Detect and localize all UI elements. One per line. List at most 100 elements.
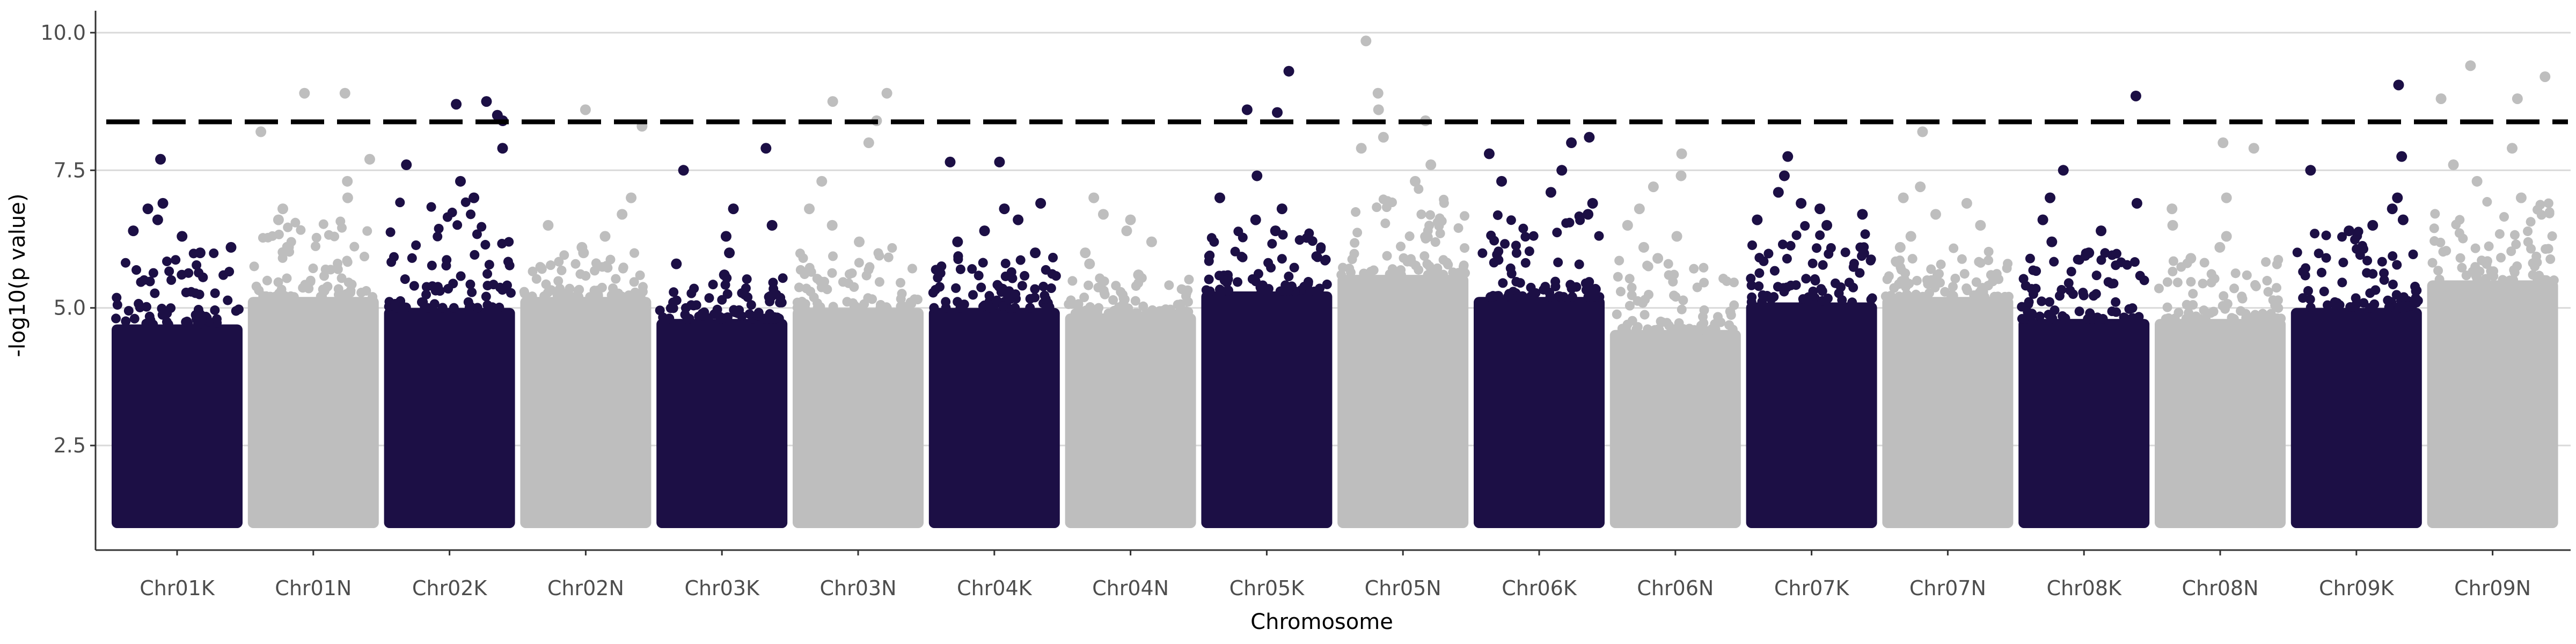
- baseline-block-Chr05N: [1337, 275, 1469, 528]
- peak-point-Chr05K-7: [1270, 225, 1281, 237]
- point-Chr02N-50: [629, 277, 639, 287]
- peak-point-Chr05N-6: [1425, 159, 1437, 171]
- peak-point-Chr02K-4: [497, 143, 508, 154]
- point-Chr07K-0: [1754, 281, 1764, 291]
- point-Chr06N-2: [1615, 287, 1626, 297]
- point-Chr07K-20: [1769, 266, 1780, 276]
- point-Chr09K-45: [2399, 292, 2409, 302]
- point-Chr05K-40: [1284, 272, 1294, 282]
- point-Chr02N-31: [559, 250, 569, 260]
- point-Chr04K-9: [1025, 303, 1035, 313]
- point-Chr09K-68: [2367, 302, 2377, 312]
- peak-point-Chr07K-3: [1796, 197, 1807, 209]
- point-Chr01N-54: [333, 290, 343, 300]
- point-Chr07K-57: [1836, 282, 1846, 292]
- point-Chr09N-34: [2486, 268, 2497, 279]
- point-Chr05N-62: [1414, 265, 1424, 275]
- point-Chr08K-20: [2024, 297, 2034, 307]
- point-Chr04K-1: [955, 264, 965, 274]
- peak-point-Chr05K-0: [1283, 65, 1294, 77]
- peak-point-Chr09K-5: [2397, 214, 2409, 225]
- point-Chr08N-49: [2206, 277, 2216, 288]
- point-Chr08N-19: [2172, 277, 2183, 288]
- peak-point-Chr04K-4: [1013, 214, 1024, 225]
- point-Chr01K-3: [131, 265, 142, 275]
- point-Chr01N-31: [356, 288, 367, 298]
- point-Chr08K-10: [2068, 289, 2078, 299]
- peak-point-Chr09K-2: [2305, 165, 2316, 176]
- point-Chr01K-52: [121, 316, 131, 326]
- point-Chr07N-57: [1936, 259, 1946, 269]
- point-Chr08N-56: [2272, 313, 2282, 323]
- point-Chr08N-67: [2270, 300, 2280, 310]
- point-Chr01K-50: [181, 287, 191, 297]
- point-Chr04N-69: [1099, 276, 1109, 287]
- peak-point-Chr06K-6: [1587, 197, 1598, 209]
- peak-point-Chr09K-0: [2393, 79, 2404, 91]
- point-Chr07K-59: [1807, 291, 1817, 301]
- point-Chr06N-31: [1729, 277, 1739, 288]
- point-Chr04K-48: [1011, 289, 1021, 299]
- point-Chr07K-55: [1791, 280, 1801, 290]
- point-Chr07N-62: [1979, 292, 1989, 302]
- point-Chr07K-34: [1801, 274, 1811, 284]
- peak-point-Chr09N-2: [2512, 93, 2523, 104]
- point-Chr03N-14: [861, 270, 872, 281]
- point-Chr03N-58: [865, 262, 875, 272]
- point-Chr03K-50: [764, 292, 774, 302]
- point-Chr04N-65: [1181, 291, 1191, 301]
- x-tick-label-Chr01K: Chr01K: [140, 576, 215, 600]
- point-Chr04N-50: [1081, 305, 1091, 316]
- peak-point-Chr02N-2: [626, 192, 637, 203]
- point-Chr09N-55: [2451, 219, 2461, 230]
- point-Chr03K-47: [775, 292, 786, 303]
- point-Chr09K-67: [2406, 301, 2417, 311]
- point-Chr03N-16: [883, 252, 894, 262]
- peak-point-Chr04K-2: [1035, 197, 1046, 209]
- point-Chr06N-26: [1689, 264, 1699, 274]
- point-Chr02K-25: [480, 240, 491, 250]
- point-Chr03K-51: [720, 280, 730, 290]
- point-Chr04K-35: [1017, 281, 1027, 291]
- point-Chr07K-6: [1860, 229, 1870, 239]
- point-Chr08N-13: [2162, 302, 2172, 312]
- point-Chr05K-46: [1247, 274, 1257, 284]
- point-Chr02K-26: [429, 299, 440, 309]
- point-Chr05N-67: [1435, 213, 1445, 223]
- peak-point-Chr07K-4: [1814, 203, 1826, 215]
- point-Chr07K-64: [1763, 248, 1774, 259]
- point-Chr09K-22: [2319, 287, 2329, 297]
- peak-point-Chr02K-5: [401, 159, 412, 171]
- point-Chr08N-65: [2170, 313, 2180, 324]
- point-Chr01N-48: [311, 232, 321, 243]
- point-Chr01K-69: [150, 288, 160, 298]
- point-Chr06N-28: [1699, 305, 1709, 315]
- point-Chr09K-4: [2316, 267, 2326, 277]
- point-Chr04K-52: [985, 303, 995, 313]
- point-Chr01N-62: [269, 292, 280, 302]
- point-Chr03K-9: [742, 274, 752, 284]
- point-Chr09K-62: [2306, 303, 2316, 313]
- point-Chr09K-12: [2303, 286, 2313, 296]
- point-Chr01K-67: [181, 317, 191, 327]
- point-Chr03K-69: [691, 300, 701, 310]
- point-Chr01K-65: [192, 260, 202, 270]
- point-Chr09N-20: [2545, 254, 2556, 264]
- point-Chr03N-69: [842, 297, 852, 307]
- point-Chr04K-56: [974, 270, 984, 281]
- point-Chr01N-23: [262, 275, 272, 286]
- peak-point-Chr03N-6: [826, 219, 838, 231]
- peak-point-Chr07N-6: [1905, 231, 1916, 242]
- baseline-block-Chr04K: [928, 308, 1060, 528]
- point-Chr09N-65: [2509, 230, 2520, 240]
- point-Chr02N-34: [528, 266, 538, 276]
- point-Chr01N-30: [323, 281, 333, 291]
- y-axis-ticks: 2.5 5.0 7.5 10.0: [40, 21, 96, 457]
- point-Chr08N-16: [2251, 281, 2261, 291]
- point-Chr08K-15: [2037, 296, 2047, 306]
- point-Chr01N-58: [276, 284, 287, 295]
- baseline-block-Chr01N: [247, 297, 379, 528]
- point-Chr07K-42: [1746, 280, 1757, 290]
- point-Chr09N-44: [2484, 241, 2494, 251]
- point-Chr09K-50: [2301, 263, 2311, 273]
